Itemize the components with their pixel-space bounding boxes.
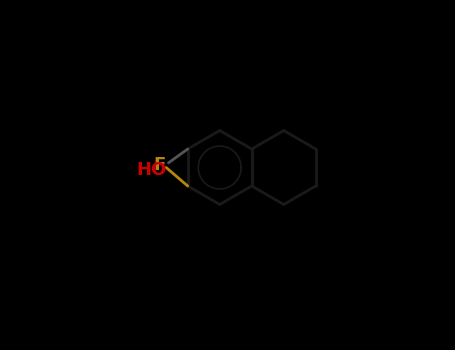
Text: HO: HO <box>136 161 167 179</box>
Text: F: F <box>153 156 165 174</box>
